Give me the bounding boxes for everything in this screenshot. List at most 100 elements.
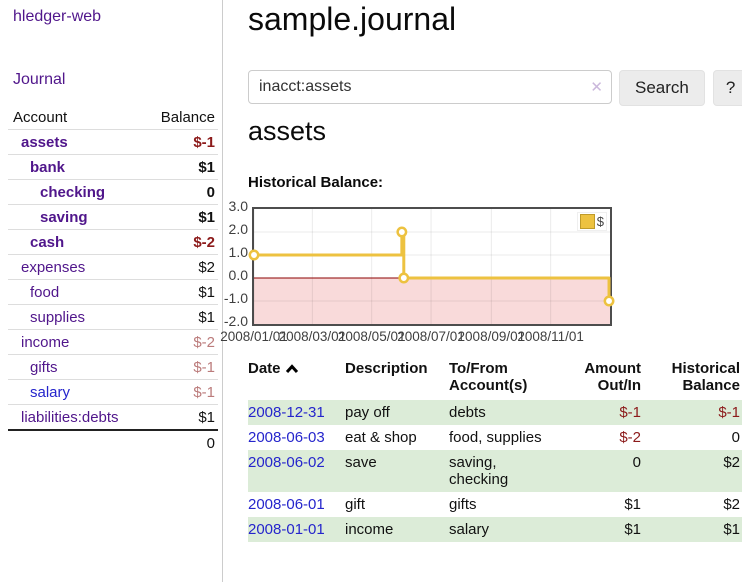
y-axis-tick-label: 0.0 [228,267,248,283]
transaction-accounts: gifts [449,496,477,513]
search-help-button[interactable]: ? [712,70,742,106]
account-link[interactable]: salary [30,383,71,401]
account-link[interactable]: expenses [21,258,86,276]
account-balance: $1 [198,408,215,426]
transaction-balance: $-1 [718,404,740,421]
x-axis-tick-label: 2008/09/01 [457,329,526,344]
x-axis-tick-label: 2008/03/01 [278,329,347,344]
register-header-row: Date Description To/From Account(s) Amou… [248,360,742,400]
transaction-balance: $2 [723,454,740,471]
search-input[interactable] [248,70,612,104]
account-row-income: income $-2 [8,329,218,354]
y-axis-tick-label: -1.0 [223,290,248,306]
account-link[interactable]: gifts [30,358,58,376]
account-row-bank: bank $1 [8,154,218,179]
account-link[interactable]: food [30,283,60,301]
transaction-amount: $1 [624,496,641,513]
transaction-row: 2008-06-01 gift gifts $1 $2 [248,492,742,517]
transaction-date-link[interactable]: 2008-01-01 [248,521,325,538]
description-column-header: Description [345,360,428,377]
account-row-supplies: supplies $1 [8,304,218,329]
balance-column-header: Historical Balance [671,360,740,394]
transaction-amount: 0 [632,454,641,471]
transaction-balance: $1 [723,521,740,538]
transaction-accounts: food, supplies [449,429,542,446]
sidebar: hledger-web Journal Account Balance asse… [0,0,223,582]
transaction-date-link[interactable]: 2008-06-01 [248,496,325,513]
transaction-row: 2008-06-03 eat & shop food, supplies $-2… [248,425,742,450]
account-balance: $-1 [193,358,215,376]
account-row-checking: checking 0 [8,179,218,204]
transaction-amount: $1 [624,521,641,538]
account-balance: $2 [198,258,215,276]
chart-legend: $ [576,212,607,231]
account-row-salary: salary $-1 [8,379,218,404]
account-link[interactable]: saving [40,208,88,226]
main-content: sample.journal ✕ Search ? assets Histori… [220,0,742,582]
account-row-saving: saving $1 [8,204,218,229]
account-link[interactable]: supplies [30,308,86,326]
transaction-date-link[interactable]: 2008-12-31 [248,404,325,421]
account-link[interactable]: assets [21,133,68,151]
accounts-header-row: Account Balance [8,105,218,129]
account-heading: assets [248,116,327,146]
transaction-amount: $-2 [619,429,641,446]
account-balance: 0 [206,183,215,201]
account-row-food: food $1 [8,279,218,304]
account-balance: $1 [198,208,215,226]
sidebar-item-journal[interactable]: Journal [13,71,66,88]
accounts-tree: Account Balance assets $-1 bank $1 check… [8,105,218,455]
y-axis-tick-label: 2.0 [228,221,248,237]
transaction-description: gift [345,496,366,513]
x-axis-tick-label: 2008/05/01 [337,329,406,344]
account-link[interactable]: checking [40,183,106,201]
chart-heading: Historical Balance: [248,174,384,191]
app-brand-link[interactable]: hledger-web [13,8,102,25]
transaction-description: pay off [345,404,390,421]
y-axis-tick-label: -2.0 [223,313,248,329]
account-row-gifts: gifts $-1 [8,354,218,379]
transaction-date-link[interactable]: 2008-06-02 [248,454,325,471]
account-column-header: Account [13,108,68,126]
account-link[interactable]: bank [30,158,66,176]
transaction-description: income [345,521,394,538]
series-swatch-icon [579,214,595,229]
y-axis-tick-label: 3.0 [228,198,248,214]
transaction-accounts: salary [449,521,490,538]
account-balance: $-1 [193,133,215,151]
account-link[interactable]: liabilities:debts [21,408,119,426]
transaction-accounts: saving, checking [449,454,509,488]
transaction-accounts: debts [449,404,486,421]
transaction-row: 2008-06-02 save saving, checking 0 $2 [248,450,742,492]
account-balance: $-2 [193,333,215,351]
page-title: sample.journal [248,1,457,37]
transaction-row: 2008-12-31 pay off debts $-1 $-1 [248,400,742,425]
account-link[interactable]: cash [30,233,65,251]
series-label: $ [596,214,604,229]
account-row-expenses: expenses $2 [8,254,218,279]
search-bar: ✕ Search ? [248,70,742,106]
account-row-assets: assets $-1 [8,129,218,154]
transaction-balance: $2 [723,496,740,513]
x-axis-tick-label: 2008/01/01 [220,329,288,344]
chart-plot-area: $ [248,207,615,326]
account-link[interactable]: income [21,333,70,351]
account-balance: $1 [198,158,215,176]
amount-column-header: Amount Out/In [584,360,641,394]
x-axis-tick-label: 2008/07/01 [397,329,465,344]
account-row-cash: cash $-2 [8,229,218,254]
account-balance: $1 [198,283,215,301]
register-table: Date Description To/From Account(s) Amou… [248,360,742,542]
account-balance: $-1 [193,383,215,401]
account-row-liabilities-debts: liabilities:debts $1 [8,404,218,429]
transaction-date-link[interactable]: 2008-06-03 [248,429,325,446]
search-button[interactable]: Search [619,70,705,106]
y-axis-tick-label: 1.0 [228,244,248,260]
date-column-header[interactable]: Date [248,360,345,383]
transaction-description: eat & shop [345,429,417,446]
search-input-wrap: ✕ [248,70,612,104]
transaction-row: 2008-01-01 income salary $1 $1 [248,517,742,542]
x-axis-tick-label: 2008/11/01 [517,329,584,344]
clear-search-icon[interactable]: ✕ [590,79,603,96]
accounts-total-row: 0 [8,429,218,455]
